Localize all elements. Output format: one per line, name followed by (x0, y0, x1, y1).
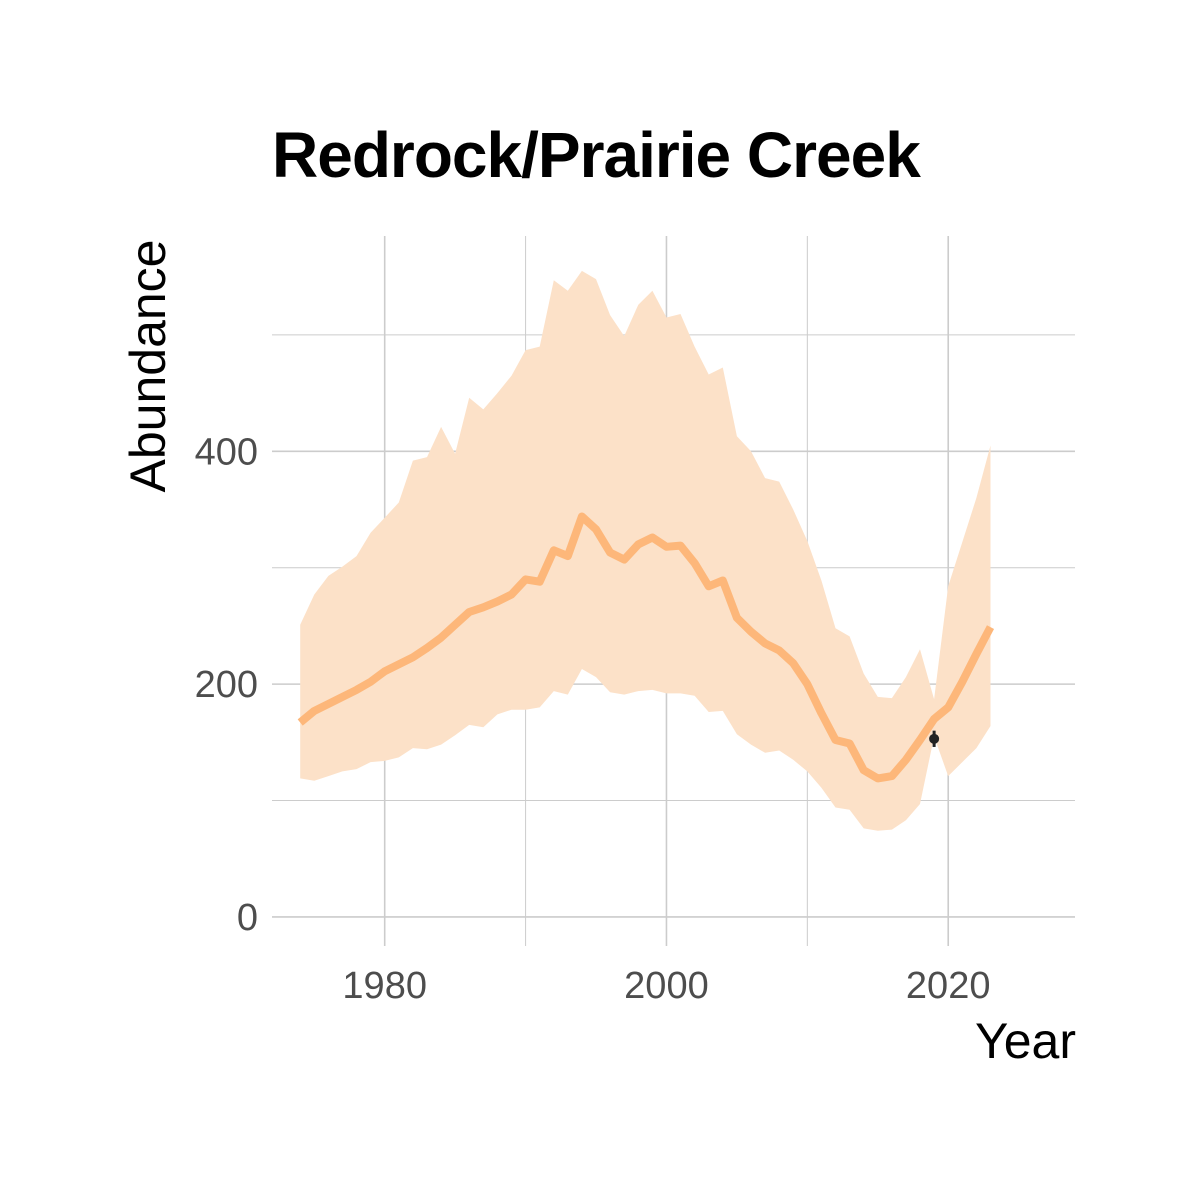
y-axis-label: Abundance (120, 239, 176, 493)
observation-points (929, 730, 940, 747)
x-axis-label: Year (974, 1013, 1076, 1069)
y-tick-label: 200 (195, 664, 258, 706)
x-tick-label: 2000 (624, 965, 709, 1007)
x-tick-label: 2020 (906, 965, 991, 1007)
confidence-ribbon (300, 270, 991, 831)
y-tick-label: 0 (237, 897, 258, 939)
abundance-line (297, 512, 995, 783)
chart-title: Redrock/Prairie Creek (272, 119, 921, 191)
x-axis-ticks: 1980 2000 2020 (342, 965, 990, 1007)
observation-point (929, 733, 940, 744)
y-tick-label: 400 (195, 431, 258, 473)
y-axis-ticks: 0 200 400 (195, 431, 258, 939)
x-tick-label: 1980 (342, 965, 427, 1007)
